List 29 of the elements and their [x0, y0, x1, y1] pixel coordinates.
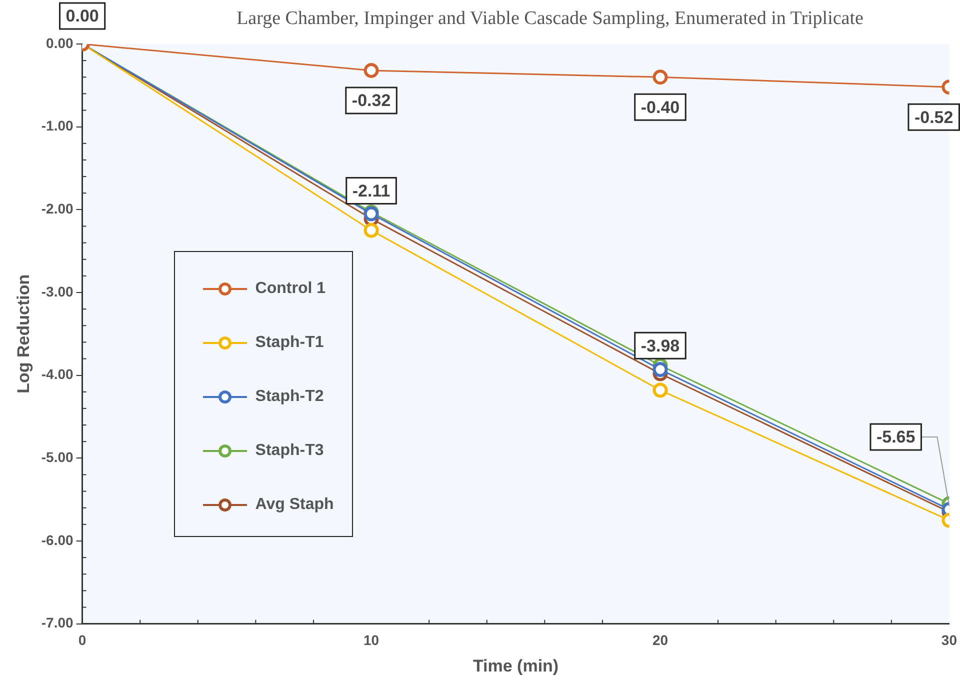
- y-tick-label: -2.00: [41, 200, 74, 217]
- x-tick-label: 20: [652, 632, 668, 648]
- data-label: -0.52: [914, 108, 954, 127]
- point: [364, 63, 379, 78]
- legend-label: Staph-T1: [255, 334, 324, 352]
- legend-label: Staph-T3: [255, 442, 324, 460]
- x-tick-label: 30: [941, 632, 958, 648]
- data-label: -0.40: [640, 98, 680, 117]
- x-axis-title: Time (min): [472, 656, 559, 676]
- y-tick-label: -3.00: [41, 283, 74, 300]
- data-label: -2.11: [352, 181, 390, 200]
- y-tick-label: -6.00: [41, 532, 74, 548]
- y-tick-label: -1.00: [41, 118, 74, 134]
- y-tick-label: 0.00: [46, 34, 74, 51]
- x-tick-label: 10: [363, 632, 380, 648]
- x-tick-label: 0: [78, 632, 86, 648]
- y-tick-label: -7.00: [41, 614, 74, 631]
- y-tick-label: -4.00: [41, 366, 74, 382]
- legend-label: Avg Staph: [255, 496, 334, 514]
- data-label: -0.32: [352, 91, 391, 110]
- y-axis-title: Log Reduction: [14, 274, 33, 394]
- point: [364, 222, 379, 238]
- y-tick-label: -5.00: [41, 449, 74, 465]
- data-label: -3.98: [640, 336, 680, 356]
- legend-label: Staph-T2: [255, 388, 324, 406]
- chart-title: Large Chamber, Impinger and Viable Cascade Sampling, Enumerated in Triplicate: [236, 8, 864, 30]
- data-label: 0.00: [66, 6, 99, 26]
- data-label: -5.65: [876, 428, 916, 447]
- legend-label: Control 1: [255, 280, 326, 298]
